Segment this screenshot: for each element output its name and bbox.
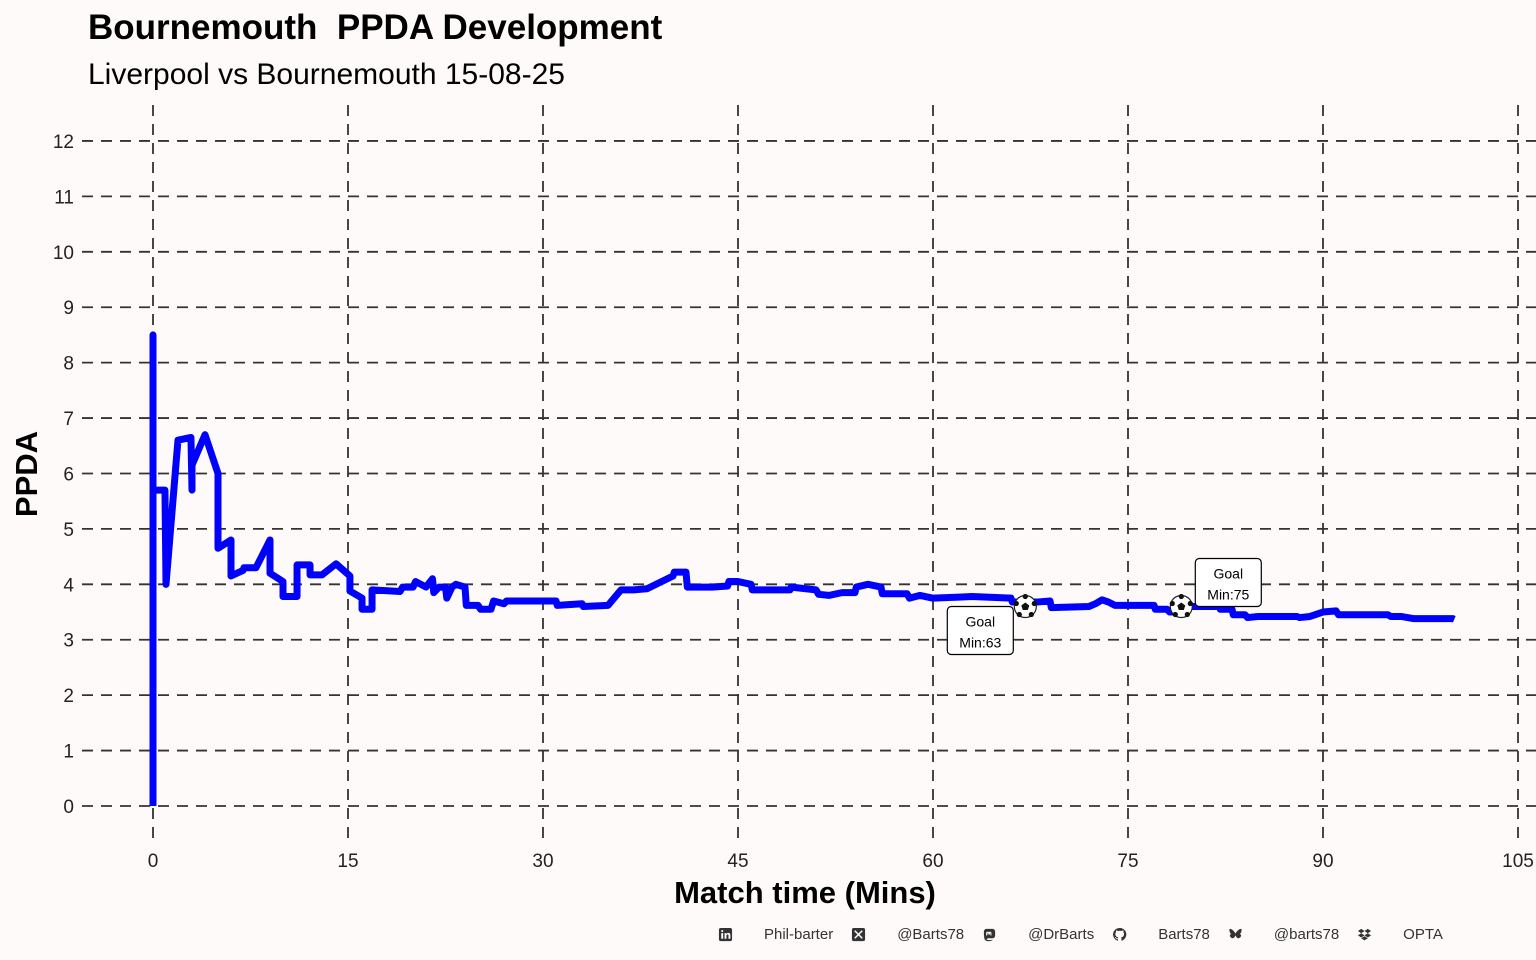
y-tick-label: 0 [63, 797, 74, 818]
goal-label: Goal [966, 613, 996, 629]
x-tick-label: 45 [727, 851, 748, 872]
y-tick-label: 8 [63, 354, 74, 375]
y-tick-label: 7 [63, 409, 74, 430]
x-tick-label: 90 [1312, 851, 1333, 872]
footer-credits: Phil-barter @Barts78 @DrBarts Barts78 @b… [718, 926, 1461, 943]
y-tick-label: 11 [54, 187, 74, 208]
y-tick-label: 10 [53, 243, 74, 264]
y-tick-label: 12 [53, 132, 74, 153]
footer-text: @Barts78 [897, 926, 965, 943]
x-tick-label: 105 [1502, 851, 1534, 872]
y-tick-label: 1 [63, 742, 74, 763]
chart-title: Bournemouth PPDA Development [88, 8, 663, 47]
bluesky-icon [1228, 927, 1243, 942]
chart-subtitle: Liverpool vs Bournemouth 15-08-25 [88, 58, 565, 91]
goal-label: Goal [1214, 565, 1244, 581]
footer-text: @DrBarts [1028, 926, 1095, 943]
y-tick-label: 3 [63, 631, 74, 652]
footer-text: @barts78 [1273, 926, 1340, 943]
y-tick-label: 5 [63, 520, 74, 541]
footer-text: OPTA [1403, 926, 1443, 943]
x-tick-label: 75 [1117, 851, 1138, 872]
dropbox-icon [1357, 927, 1372, 942]
x-tick-label: 30 [532, 851, 553, 872]
goal-minute-label: Min:63 [959, 634, 1001, 650]
goal-label-box [1194, 557, 1262, 608]
github-icon [1112, 927, 1127, 942]
football-icon [1013, 593, 1037, 619]
football-icon [1169, 593, 1193, 619]
y-tick-label: 4 [63, 575, 74, 596]
footer-text: Barts78 [1158, 926, 1210, 943]
linkedin-icon [718, 927, 733, 942]
goal-label-box [946, 605, 1014, 656]
y-tick-label: 2 [63, 686, 74, 707]
x-axis-label: Match time (Mins) [674, 875, 936, 910]
x-tick-label: 0 [148, 851, 159, 872]
goal-annotation: Goal Min:63 [946, 593, 1037, 656]
x-tick-label: 60 [922, 851, 943, 872]
x-icon [851, 927, 866, 942]
y-tick-label: 9 [63, 298, 74, 319]
y-axis-label: PPDA [9, 431, 44, 517]
goal-minute-label: Min:75 [1207, 586, 1249, 602]
mastodon-icon [982, 927, 997, 942]
goal-annotation: Goal Min:75 [1169, 557, 1262, 619]
footer-text: Phil-barter [764, 926, 834, 943]
x-tick-label: 15 [337, 851, 358, 872]
y-tick-label: 6 [63, 464, 74, 485]
